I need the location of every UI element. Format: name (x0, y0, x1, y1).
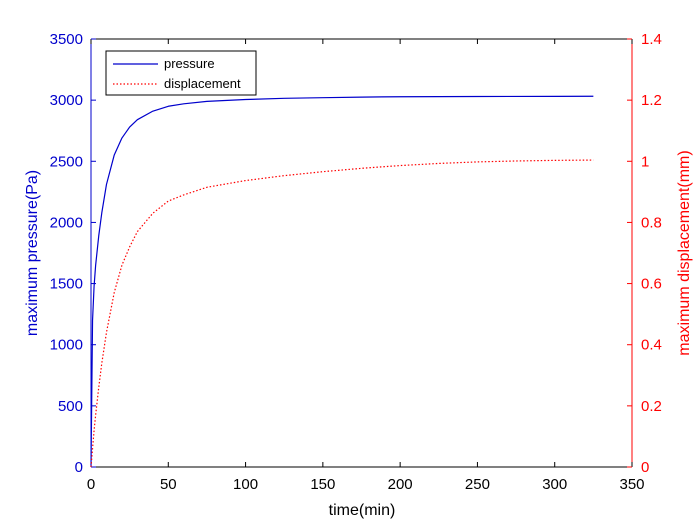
right-y-tick-label: 1.2 (641, 92, 662, 109)
left-y-tick-label: 500 (58, 398, 83, 415)
right-y-axis-label: maximum displacement(mm) (676, 150, 693, 355)
x-tick-label: 250 (465, 476, 490, 493)
right-y-tick-label: 0.4 (641, 337, 662, 354)
right-y-tick-label: 0 (641, 459, 649, 476)
series-layer (90, 95, 594, 468)
left-y-tick-label: 1500 (50, 276, 83, 293)
plot-frame (90, 38, 633, 468)
left-y-tick-label: 2000 (50, 214, 83, 231)
x-tick-label: 0 (87, 476, 95, 493)
right-y-tick-label: 0.8 (641, 214, 662, 231)
right-y-tick-label: 0.2 (641, 398, 662, 415)
x-axis-label: time(min) (329, 502, 396, 519)
x-axis-ticks: 0 50 100 150 200 250 300 350 (87, 39, 645, 493)
left-y-tick-label: 3000 (50, 92, 83, 109)
x-tick-label: 150 (310, 476, 335, 493)
x-tick-label: 100 (233, 476, 258, 493)
right-y-tick-label: 1 (641, 153, 649, 170)
x-tick-label: 300 (542, 476, 567, 493)
left-y-tick-label: 2500 (50, 153, 83, 170)
legend-box (105, 50, 257, 96)
right-y-axis-ticks: 0 0.2 0.4 0.6 0.8 1 1.2 1.4 (627, 31, 662, 476)
legend-label-displacement: displacement (164, 76, 241, 91)
right-y-tick-label: 0.6 (641, 276, 662, 293)
left-y-tick-label: 0 (75, 459, 83, 476)
series-line-pressure (90, 95, 594, 468)
left-y-tick-label: 3500 (50, 31, 83, 48)
legend-label-pressure: pressure (164, 56, 215, 71)
right-y-tick-label: 1.4 (641, 31, 662, 48)
x-tick-label: 350 (619, 476, 644, 493)
x-tick-label: 50 (160, 476, 177, 493)
x-tick-label: 200 (388, 476, 413, 493)
left-y-tick-label: 1000 (50, 337, 83, 354)
left-y-axis-ticks: 0 500 1000 1500 2000 2500 3000 3500 (50, 31, 96, 476)
left-y-axis-label: maximum pressure(Pa) (24, 170, 41, 336)
legend: pressure displacement (105, 50, 257, 96)
